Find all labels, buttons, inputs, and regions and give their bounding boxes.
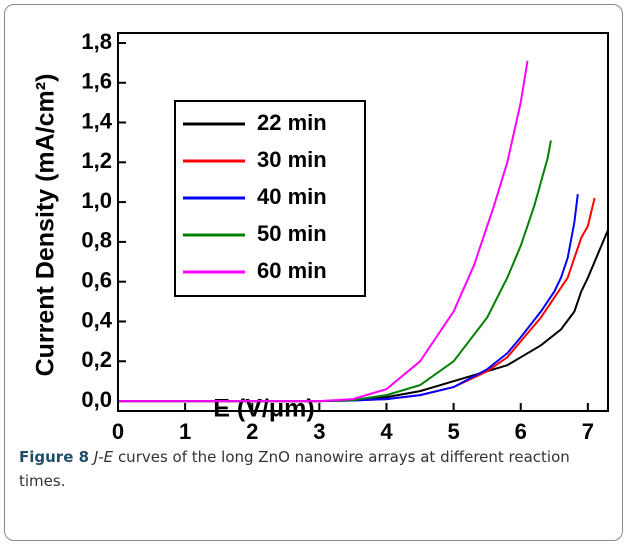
x-tick-label: 0 xyxy=(112,419,124,444)
y-axis-label: Current Density (mA/cm²) xyxy=(32,74,60,377)
x-tick-label: 4 xyxy=(380,419,393,444)
x-tick-label: 2 xyxy=(246,419,258,444)
x-axis-label: E (V/μm) xyxy=(213,395,314,423)
x-tick-label: 7 xyxy=(582,419,594,444)
caption-italic: J-E xyxy=(93,448,114,466)
y-tick-label: 1,2 xyxy=(81,148,112,173)
y-tick-label: 0,8 xyxy=(81,228,112,253)
caption-text: curves of the long ZnO nanowire arrays a… xyxy=(19,448,570,490)
legend-label: 30 min xyxy=(257,147,327,172)
x-tick-label: 1 xyxy=(179,419,191,444)
y-tick-label: 1,0 xyxy=(81,188,112,213)
legend-label: 40 min xyxy=(257,184,327,209)
figure: E (V/μm) Current Density (mA/cm²) 0 1 2 3 4 5… xyxy=(4,4,623,541)
y-tick-label: 0,0 xyxy=(81,387,112,412)
legend-label: 22 min xyxy=(257,110,327,135)
chart: E (V/μm) Current Density (mA/cm²) 0 1 2 3 4 5… xyxy=(32,29,609,444)
y-tick-label: 1,6 xyxy=(81,69,112,94)
y-tick-label: 1,8 xyxy=(81,29,112,54)
data-line xyxy=(118,193,579,403)
y-tick-label: 0,2 xyxy=(81,347,112,372)
y-tick-label: 0,6 xyxy=(81,267,112,292)
x-tick-label: 6 xyxy=(515,419,527,444)
legend-label: 60 min xyxy=(257,258,327,283)
y-tick-label: 0,4 xyxy=(81,307,112,332)
legend-label: 50 min xyxy=(257,221,327,246)
x-tick-label: 5 xyxy=(447,419,459,444)
y-tick-label: 1,4 xyxy=(81,108,112,133)
caption: Figure 8 J-E curves of the long ZnO nano… xyxy=(19,445,615,493)
caption-label: Figure 8 xyxy=(19,448,90,466)
x-tick-label: 3 xyxy=(313,419,325,444)
data-line xyxy=(118,229,609,403)
data-line xyxy=(118,60,529,403)
plot-frame xyxy=(117,32,609,412)
